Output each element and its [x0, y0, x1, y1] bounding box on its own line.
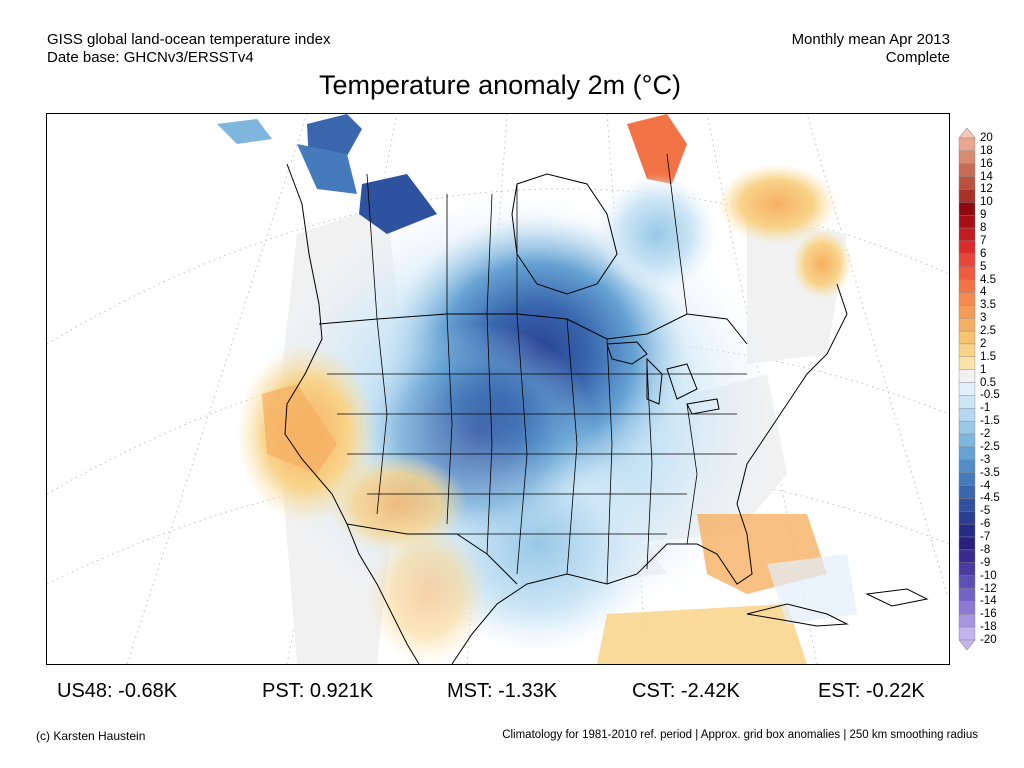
colorbar-swatch — [958, 382, 976, 396]
colorbar-tick-label: 12 — [980, 183, 993, 196]
colorbar-swatch — [958, 356, 976, 370]
colorbar-bottom-arrow — [958, 639, 976, 650]
colorbar-swatch — [958, 150, 976, 164]
colorbar-tick-label: 3.5 — [980, 299, 996, 312]
colorbar-tick-label: 14 — [980, 170, 993, 183]
colorbar-tick-label: 20 — [980, 132, 993, 144]
colorbar-tick-label: -7 — [980, 531, 991, 544]
colorbar-swatch — [958, 279, 976, 293]
colorbar-tick-label: 4.5 — [980, 273, 996, 286]
stat-pst: PST: 0.921K — [262, 680, 374, 702]
colorbar-tick-label: -9 — [980, 556, 991, 569]
colorbar-swatch — [958, 266, 976, 280]
colorbar-labels: 20 18 16 14 12 10 9 8 7 6 5 4.5 4 3.5 3 2.5 2 1.5 1 0.5 -0.5… — [980, 128, 1024, 650]
colorbar-swatch — [958, 189, 976, 203]
climatology-note: Climatology for 1981-2010 ref. period | … — [502, 729, 978, 741]
colorbar-swatch — [958, 459, 976, 473]
colorbar-swatch — [958, 601, 976, 615]
colorbar-tick-label: -0.5 — [980, 389, 1000, 402]
stat-est: EST: -0.22K — [818, 680, 925, 702]
colorbar-swatch — [958, 305, 976, 319]
colorbar-swatch — [958, 446, 976, 460]
colorbar-swatch — [958, 137, 976, 152]
period-line-2: Complete — [885, 49, 950, 66]
colorbar-swatch — [958, 536, 976, 551]
colorbar-tick-label: -3 — [980, 453, 991, 466]
colorbar-tick-label: 18 — [980, 144, 993, 157]
colorbar-tick-label: -1 — [980, 402, 991, 415]
colorbar-swatch — [958, 253, 976, 267]
colorbar-tick-label: 4 — [980, 286, 987, 299]
colorbar-swatch — [958, 215, 976, 229]
colorbar-tick-label: -2 — [980, 428, 991, 441]
map-title: Temperature anomaly 2m (°C) — [319, 70, 681, 100]
colorbar-swatch — [958, 433, 976, 448]
period-info: Monthly mean Apr 2013 Complete — [792, 31, 950, 67]
colorbar-tick-label: -3.5 — [980, 466, 1000, 479]
colorbar-tick-label: -16 — [980, 608, 997, 621]
colorbar-tick-label: 1.5 — [980, 350, 996, 363]
colorbar-swatch — [958, 318, 976, 332]
colorbar-tick-label: 16 — [980, 157, 993, 170]
source-line-1: GISS global land-ocean temperature index — [47, 31, 331, 48]
colorbar-swatch — [958, 562, 976, 576]
colorbar-swatch — [958, 588, 976, 602]
colorbar-swatch — [958, 227, 976, 242]
colorbar-swatch — [958, 395, 976, 409]
colorbar-tick-label: 1 — [980, 363, 987, 376]
colorbar-tick-label: -14 — [980, 595, 997, 608]
source-line-2: Date base: GHCNv3/ERSSTv4 — [47, 49, 254, 66]
colorbar-tick-label: 0.5 — [980, 376, 996, 389]
colorbar-tick-label: 2 — [980, 337, 987, 350]
colorbar-tick-label: -2.5 — [980, 440, 1000, 453]
colorbar-tick-label: -10 — [980, 569, 997, 582]
colorbar-swatch — [958, 202, 976, 216]
colorbar-swatch — [958, 523, 976, 538]
stat-mst: MST: -1.33K — [447, 680, 558, 702]
colorbar-swatch — [958, 549, 976, 563]
colorbar-top-arrow — [958, 128, 976, 139]
colorbar-swatch — [958, 511, 976, 525]
colorbar-tick-label: -4 — [980, 479, 991, 492]
stat-cst: CST: -2.42K — [632, 680, 740, 702]
colorbar-tick-label: -5 — [980, 505, 991, 518]
anomaly-map — [46, 113, 950, 665]
colorbar-tick-label: 2.5 — [980, 325, 996, 338]
colorbar-swatch — [958, 240, 976, 255]
colorbar-tick-label: -12 — [980, 582, 997, 595]
colorbar-tick-label: 10 — [980, 196, 993, 209]
colorbar-swatch — [958, 614, 976, 628]
colorbar-tick-label: -20 — [980, 634, 997, 646]
colorbar-tick-label: 7 — [980, 234, 987, 247]
colorbar-swatch — [958, 163, 976, 177]
credit: (c) Karsten Haustein — [36, 729, 146, 743]
colorbar-tick-label: -6 — [980, 518, 991, 531]
colorbar-tick-label: 9 — [980, 209, 987, 222]
colorbar-tick-label: 3 — [980, 312, 987, 325]
colorbar-tick-label: -8 — [980, 543, 991, 556]
colorbar-swatch — [958, 420, 976, 435]
colorbar-swatch — [958, 626, 976, 641]
colorbar-swatch — [958, 343, 976, 358]
colorbar-swatch — [958, 498, 976, 512]
colorbar-swatch — [958, 369, 976, 383]
colorbar-swatch — [958, 472, 976, 486]
colorbar-swatch — [958, 575, 976, 589]
colorbar-tick-label: -4.5 — [980, 492, 1000, 505]
colorbar-swatch — [958, 485, 976, 499]
colorbar-tick-label: -18 — [980, 621, 997, 634]
colorbar-swatch — [958, 330, 976, 345]
area-averages: US48: -0.68K PST: 0.921K MST: -1.33K CST… — [0, 680, 1024, 706]
colorbar-tick-label: 5 — [980, 260, 987, 273]
colorbar-swatch — [958, 292, 976, 306]
stat-us48: US48: -0.68K — [57, 680, 178, 702]
colorbar-tick-label: 8 — [980, 222, 987, 235]
period-line-1: Monthly mean Apr 2013 — [791, 31, 950, 48]
colorbar-swatch — [958, 176, 976, 190]
colorbar-tick-label: -1.5 — [980, 415, 1000, 428]
colorbar-tick-label: 6 — [980, 247, 987, 260]
source-info: GISS global land-ocean temperature index… — [47, 31, 331, 67]
colorbar-swatch — [958, 408, 976, 422]
colorbar — [958, 128, 976, 650]
